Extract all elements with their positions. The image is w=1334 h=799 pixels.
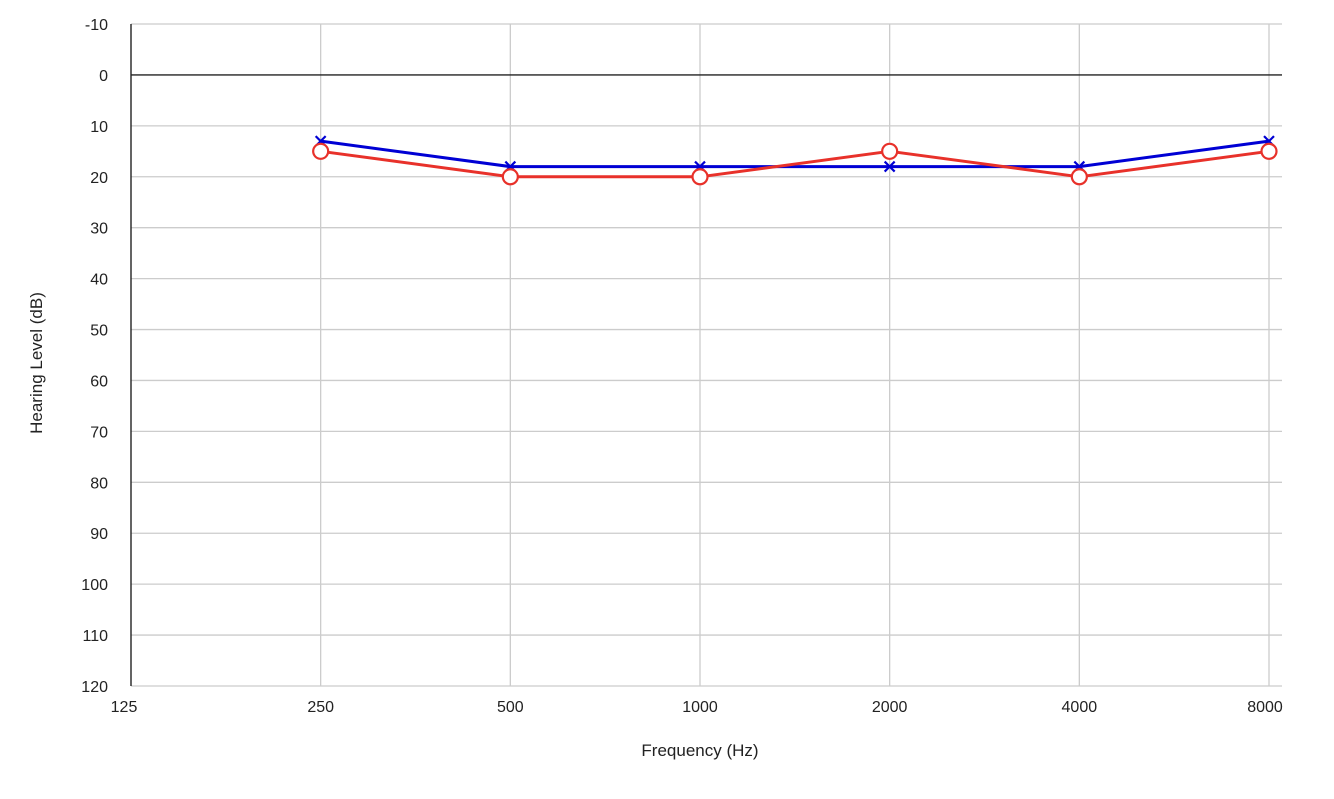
y-tick-label: 100: [81, 577, 108, 594]
x-tick-label: 125: [111, 699, 138, 716]
x-marker: [883, 160, 896, 173]
axes: [130, 24, 1282, 686]
y-tick-label: 90: [90, 526, 108, 543]
x-tick-label: 250: [307, 699, 334, 716]
x-marker-stroke: [883, 160, 896, 173]
circle-marker: [1070, 168, 1088, 186]
circle-marker: [312, 142, 330, 160]
y-tick-labels: -10 0 10 20 30 40 50 60 70 80 90 100 110 120: [81, 17, 108, 696]
series-line: [320, 149, 1270, 179]
x-tick-label: 4000: [1062, 699, 1098, 716]
circle-marker: [881, 142, 899, 160]
y-tick-label: 40: [90, 272, 108, 289]
y-tick-label: 10: [90, 119, 108, 136]
y-tick-label: 60: [90, 373, 108, 390]
series-x-markers: [314, 135, 1275, 173]
circle-marker: [501, 168, 519, 186]
x-tick-label: 500: [497, 699, 524, 716]
circle-marker: [691, 168, 709, 186]
y-axis-title: Hearing Level (dB): [27, 292, 46, 434]
x-tick-label: 8000: [1247, 699, 1283, 716]
series-line: [320, 139, 1270, 169]
x-tick-labels: 125 250 500 1000 2000 4000 8000: [111, 699, 1283, 716]
y-tick-label: -10: [85, 17, 108, 34]
x-tick-label: 1000: [682, 699, 718, 716]
y-tick-label: 0: [99, 68, 108, 85]
grid: [131, 23, 1282, 687]
y-tick-label: 120: [81, 679, 108, 696]
y-tick-label: 70: [90, 424, 108, 441]
series: [312, 135, 1278, 186]
y-tick-label: 80: [90, 475, 108, 492]
y-tick-label: 20: [90, 170, 108, 187]
x-tick-label: 2000: [872, 699, 908, 716]
series-circle-markers: [312, 142, 1278, 186]
y-tick-label: 110: [82, 628, 108, 645]
x-axis-title: Frequency (Hz): [641, 741, 758, 760]
circle-marker: [1260, 142, 1278, 160]
y-tick-label: 30: [90, 221, 108, 238]
y-tick-label: 50: [90, 323, 108, 340]
